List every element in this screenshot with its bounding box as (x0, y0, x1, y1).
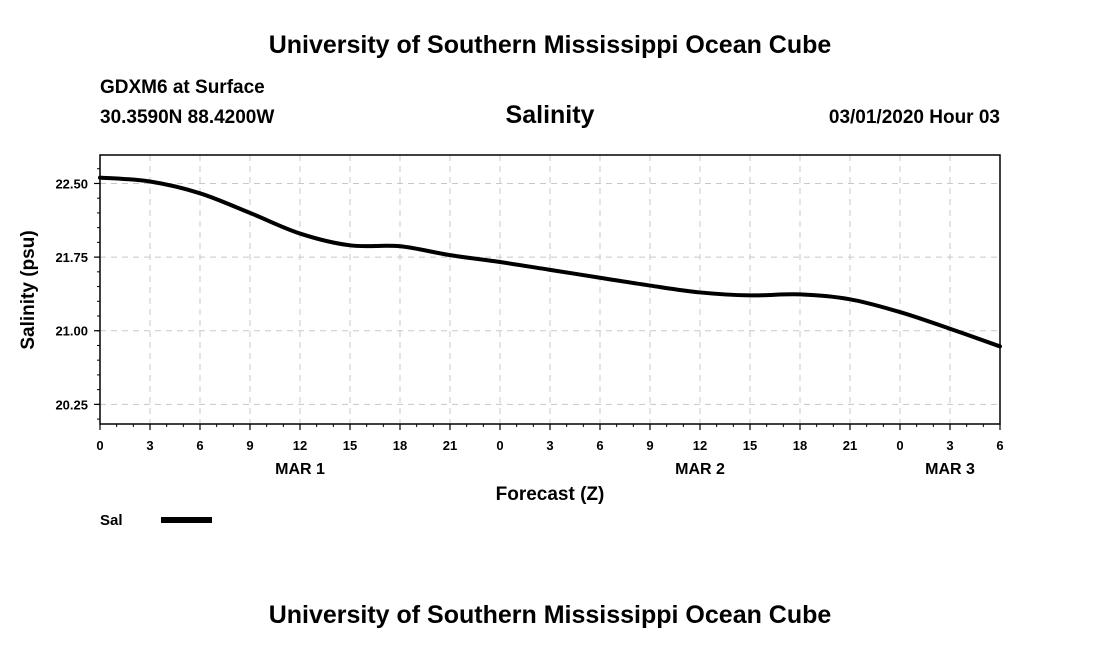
x-tick-label: 21 (443, 438, 457, 453)
y-axis: 20.25 21.00 21.75 22.50 (55, 168, 100, 420)
x-tick-label: 15 (343, 438, 357, 453)
x-tick-label: 3 (546, 438, 553, 453)
x-tick-label: 0 (496, 438, 503, 453)
x-tick-label: 12 (693, 438, 707, 453)
x-tick-label: 15 (743, 438, 757, 453)
x-tick-label: 6 (196, 438, 203, 453)
footer-title: University of Southern Mississippi Ocean… (268, 601, 832, 629)
station-label: GDXM6 at Surface (100, 77, 265, 98)
x-tick-label: 18 (793, 438, 807, 453)
y-tick-label: 21.00 (55, 324, 88, 339)
x-day-label: MAR 3 (925, 461, 975, 478)
x-tick-label: 3 (946, 438, 953, 453)
datetime-label: 03/01/2020 Hour 03 (828, 107, 1000, 128)
y-tick-label: 21.75 (55, 250, 88, 265)
legend-label: Sal (100, 512, 123, 529)
x-tick-label: 9 (246, 438, 253, 453)
x-axis: 0 3 6 9 12 15 18 21 0 3 6 9 12 15 18 21 0 3 6 MAR 1 MAR 2 MAR… (96, 424, 1004, 478)
y-tick-label: 20.25 (55, 397, 88, 412)
y-tick-label: 22.50 (55, 176, 88, 191)
x-tick-label: 18 (393, 438, 407, 453)
x-tick-label: 0 (96, 438, 103, 453)
location-label: 30.3590N 88.4200W (100, 107, 275, 128)
x-tick-label: 6 (996, 438, 1003, 453)
x-tick-label: 12 (293, 438, 307, 453)
x-tick-label: 9 (646, 438, 653, 453)
x-tick-label: 3 (146, 438, 153, 453)
chart-title: Salinity (505, 101, 595, 129)
x-day-label: MAR 2 (675, 461, 725, 478)
page-title: University of Southern Mississippi Ocean… (268, 31, 832, 59)
series-line-sal (98, 175, 1002, 349)
x-axis-label: Forecast (Z) (496, 484, 605, 505)
x-tick-label: 21 (843, 438, 857, 453)
x-tick-label: 0 (896, 438, 903, 453)
x-day-label: MAR 1 (275, 461, 325, 478)
grid-lines (100, 155, 1000, 424)
y-axis-label: Salinity (psu) (18, 230, 39, 349)
x-tick-label: 6 (596, 438, 603, 453)
